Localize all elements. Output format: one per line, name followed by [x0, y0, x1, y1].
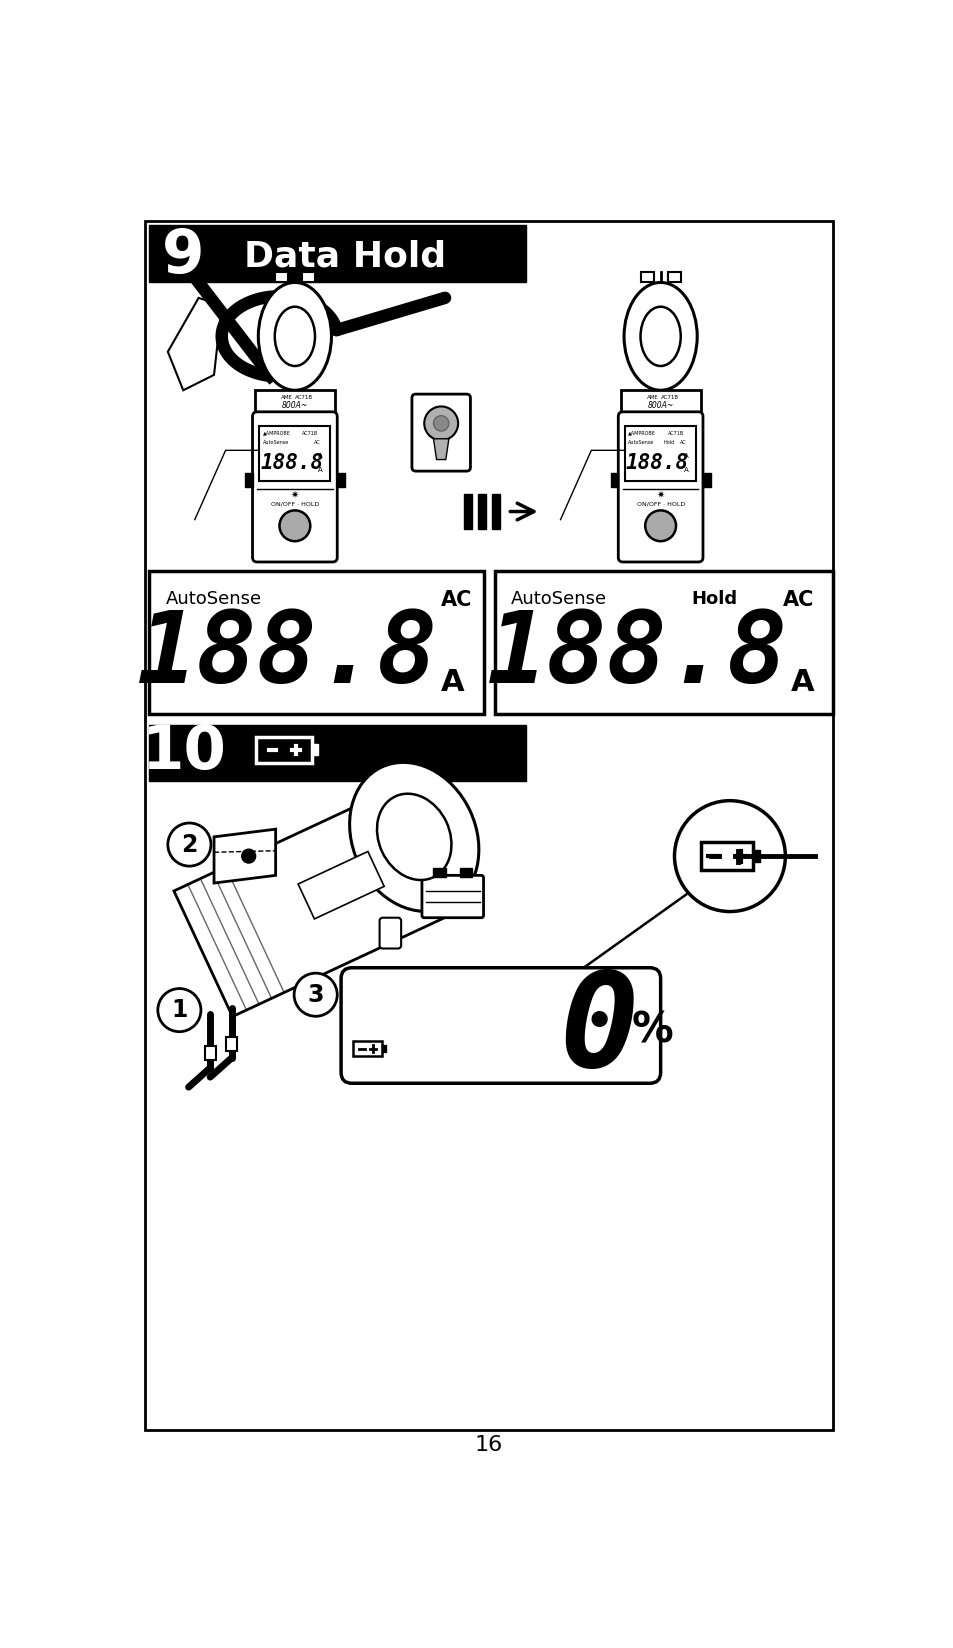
Bar [702, 473, 710, 488]
Ellipse shape [274, 307, 314, 366]
Text: AC: AC [782, 590, 814, 610]
Text: 188.8: 188.8 [625, 453, 688, 473]
Text: 16: 16 [475, 1435, 502, 1455]
Text: %: % [632, 1010, 673, 1051]
Bar [353, 1042, 381, 1056]
Text: 1: 1 [171, 999, 188, 1022]
Bar [312, 745, 317, 755]
Text: AC71B: AC71B [294, 396, 313, 400]
Bar [752, 850, 760, 862]
Text: A: A [683, 453, 688, 460]
Circle shape [644, 511, 676, 541]
Text: 10: 10 [141, 723, 226, 783]
Text: AC71B: AC71B [667, 430, 683, 435]
Bar [149, 725, 525, 781]
Text: AC: AC [679, 440, 686, 445]
Text: ▲AMPROBE: ▲AMPROBE [628, 430, 656, 435]
Text: 800A~: 800A~ [281, 400, 308, 410]
Bar [245, 473, 253, 488]
Text: 800A~: 800A~ [647, 400, 673, 410]
Text: AME: AME [281, 396, 293, 400]
Ellipse shape [623, 282, 697, 391]
Circle shape [279, 511, 310, 541]
FancyBboxPatch shape [253, 412, 336, 562]
Bar [459, 867, 472, 877]
Text: 0: 0 [558, 967, 639, 1094]
Text: A: A [440, 669, 464, 697]
Text: ON/OFF · HOLD: ON/OFF · HOLD [636, 501, 684, 506]
Bar [301, 272, 314, 282]
Bar [620, 391, 700, 412]
Text: A: A [683, 468, 688, 473]
Text: AutoSense: AutoSense [166, 590, 262, 608]
FancyBboxPatch shape [421, 875, 483, 918]
Bar [205, 1046, 215, 1060]
Text: ON/OFF · HOLD: ON/OFF · HOLD [271, 501, 318, 506]
Text: Data Hold: Data Hold [244, 239, 446, 274]
Text: AutoSense: AutoSense [510, 590, 606, 608]
Text: AME: AME [646, 396, 659, 400]
Ellipse shape [639, 307, 680, 366]
Text: 3: 3 [307, 982, 324, 1007]
Bar [226, 1037, 237, 1051]
Text: AC: AC [440, 590, 472, 610]
Bar [336, 473, 345, 488]
Circle shape [241, 849, 255, 864]
Text: 188.8: 188.8 [260, 453, 323, 473]
Text: 2: 2 [181, 832, 197, 857]
FancyBboxPatch shape [341, 967, 659, 1083]
Bar [610, 473, 618, 488]
Bar [495, 572, 832, 714]
Circle shape [294, 974, 336, 1017]
Polygon shape [213, 829, 275, 883]
Bar [492, 494, 499, 529]
Bar [259, 425, 330, 481]
Circle shape [157, 989, 201, 1032]
Text: A: A [317, 468, 322, 473]
Text: AC: AC [314, 440, 321, 445]
Circle shape [424, 407, 457, 440]
Bar [477, 494, 485, 529]
Ellipse shape [349, 763, 478, 911]
Circle shape [168, 822, 211, 867]
Bar [256, 737, 312, 763]
Circle shape [674, 801, 784, 911]
Bar [381, 1045, 385, 1053]
Text: ✷: ✷ [656, 489, 664, 499]
Text: AC71B: AC71B [660, 396, 679, 400]
Text: A: A [317, 453, 322, 460]
Text: ✷: ✷ [291, 489, 298, 499]
Text: AC71B: AC71B [301, 430, 317, 435]
FancyBboxPatch shape [379, 918, 400, 949]
Text: 188.8: 188.8 [136, 608, 437, 704]
Circle shape [433, 415, 449, 432]
Polygon shape [168, 298, 221, 391]
Bar [254, 391, 335, 412]
Text: ▲AMPROBE: ▲AMPROBE [262, 430, 290, 435]
FancyBboxPatch shape [618, 412, 702, 562]
Text: AutoSense: AutoSense [628, 440, 654, 445]
Text: 9: 9 [162, 227, 204, 285]
Bar [149, 224, 525, 282]
Bar [700, 842, 752, 870]
Ellipse shape [258, 282, 331, 391]
Text: AutoSense: AutoSense [262, 440, 289, 445]
Polygon shape [433, 438, 449, 460]
Polygon shape [297, 852, 384, 920]
Bar [640, 272, 653, 282]
Text: Hold: Hold [691, 590, 737, 608]
Bar [624, 425, 696, 481]
Polygon shape [173, 781, 469, 1017]
Ellipse shape [376, 794, 451, 880]
Bar [433, 867, 445, 877]
Bar [464, 494, 472, 529]
Text: Hold: Hold [663, 440, 675, 445]
Bar [149, 572, 483, 714]
Text: 188.8: 188.8 [486, 608, 787, 704]
Bar [274, 272, 288, 282]
FancyBboxPatch shape [412, 394, 470, 471]
Text: A: A [790, 669, 814, 697]
Bar [667, 272, 679, 282]
